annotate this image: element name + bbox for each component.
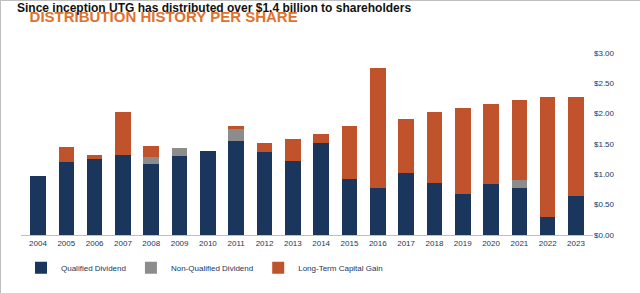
svg-text:2015: 2015	[341, 239, 359, 248]
svg-text:2019: 2019	[454, 239, 472, 248]
svg-text:DISTRIBUTION HISTORY PER SHARE: DISTRIBUTION HISTORY PER SHARE	[30, 8, 298, 25]
svg-text:2018: 2018	[426, 239, 444, 248]
svg-text:$2.00: $2.00	[594, 109, 615, 118]
svg-text:2023: 2023	[567, 239, 585, 248]
svg-text:Non-Qualified Dividend: Non-Qualified Dividend	[171, 264, 253, 273]
svg-text:$2.50: $2.50	[594, 79, 615, 88]
svg-text:2010: 2010	[199, 239, 217, 248]
svg-text:2022: 2022	[539, 239, 557, 248]
svg-text:Qualified Dividend: Qualified Dividend	[61, 264, 126, 273]
svg-text:2012: 2012	[256, 239, 274, 248]
svg-text:2017: 2017	[397, 239, 415, 248]
svg-text:$0.50: $0.50	[594, 200, 615, 209]
svg-text:$0.00: $0.00	[594, 231, 615, 240]
svg-text:Long-Term Capital Gain: Long-Term Capital Gain	[298, 264, 382, 273]
svg-text:2006: 2006	[86, 239, 104, 248]
svg-text:$1.50: $1.50	[594, 140, 615, 149]
svg-text:2014: 2014	[312, 239, 330, 248]
svg-text:2007: 2007	[114, 239, 132, 248]
svg-text:2020: 2020	[482, 239, 500, 248]
svg-text:2005: 2005	[57, 239, 75, 248]
svg-text:2011: 2011	[228, 239, 246, 248]
svg-text:2016: 2016	[369, 239, 387, 248]
svg-text:$3.00: $3.00	[594, 49, 615, 58]
svg-text:2004: 2004	[29, 239, 47, 248]
svg-text:2009: 2009	[171, 239, 189, 248]
svg-text:2008: 2008	[142, 239, 160, 248]
svg-text:2013: 2013	[284, 239, 302, 248]
svg-text:Since inception UTG has distri: Since inception UTG has distributed over…	[17, 1, 411, 15]
svg-text:2021: 2021	[510, 239, 528, 248]
svg-text:$1.00: $1.00	[594, 170, 615, 179]
